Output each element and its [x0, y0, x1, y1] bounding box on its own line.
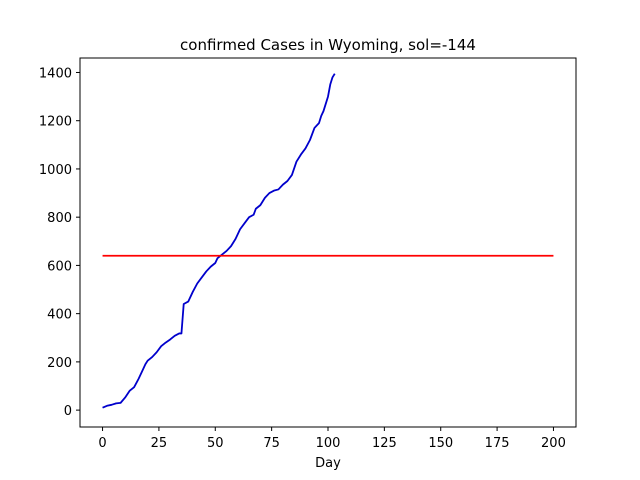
x-axis: 0 25 50 75 100 125 150 175 200 [98, 427, 566, 451]
y-tick-label: 1200 [39, 115, 72, 130]
x-tick-label: 150 [428, 436, 453, 451]
x-tick-label: 125 [372, 436, 397, 451]
chart-title: confirmed Cases in Wyoming, sol=-144 [180, 36, 476, 54]
y-tick-label: 0 [64, 404, 72, 419]
x-tick-label: 75 [263, 436, 280, 451]
y-tick-label: 200 [47, 356, 72, 371]
y-tick-label: 600 [47, 259, 72, 274]
y-tick-label: 1400 [39, 66, 72, 81]
x-tick-label: 25 [151, 436, 168, 451]
x-tick-label: 175 [485, 436, 510, 451]
x-tick-label: 0 [98, 436, 106, 451]
plot-area [102, 73, 554, 409]
y-tick-label: 800 [47, 211, 72, 226]
x-tick-label: 50 [207, 436, 224, 451]
x-axis-label: Day [315, 456, 341, 471]
series-line-0 [102, 73, 336, 409]
axes-frame [79, 57, 577, 428]
x-tick-label: 100 [316, 436, 341, 451]
y-axis: 0 200 400 600 800 1000 1200 1400 [39, 66, 80, 419]
y-tick-label: 400 [47, 308, 72, 323]
y-tick-label: 1000 [39, 163, 72, 178]
x-tick-label: 200 [541, 436, 566, 451]
